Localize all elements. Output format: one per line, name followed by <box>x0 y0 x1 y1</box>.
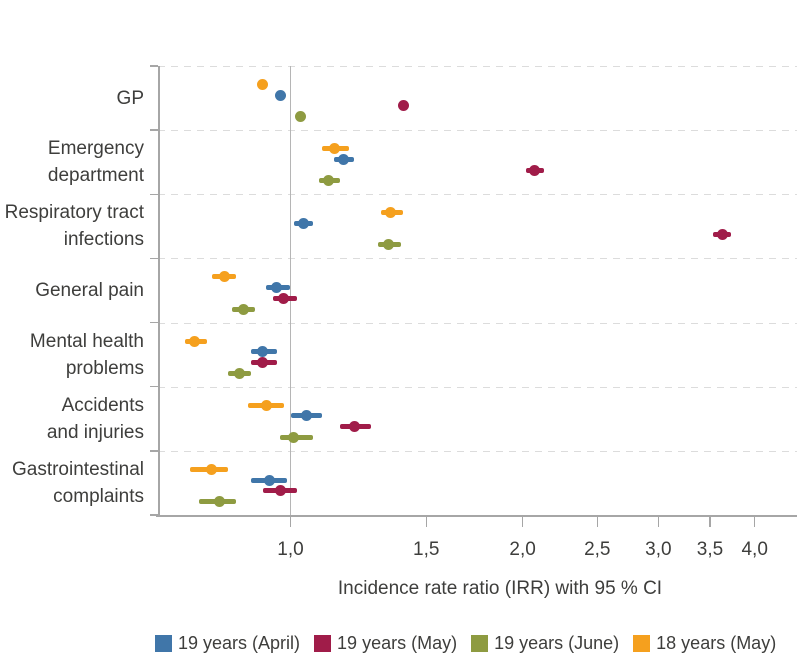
x-tick-label: 2,0 <box>509 539 536 560</box>
category-gridline <box>158 194 797 196</box>
data-point <box>274 89 286 101</box>
data-point <box>234 367 246 379</box>
y-axis-tick <box>150 193 158 196</box>
legend: 19 years (April) 19 years (May) 19 years (… <box>155 634 776 653</box>
data-point <box>257 346 269 358</box>
data-point <box>271 282 283 294</box>
data-point <box>214 495 226 507</box>
category-label-line: Emergency <box>47 138 144 160</box>
x-tick-label: 3,5 <box>696 539 724 560</box>
y-axis-tick <box>150 257 158 260</box>
legend-item: 19 years (June) <box>471 634 619 653</box>
x-axis <box>156 515 797 517</box>
data-point <box>301 410 313 422</box>
data-point <box>218 271 230 283</box>
y-axis <box>158 66 160 515</box>
category-label-line: Gastrointestinal <box>11 458 144 480</box>
x-axis-tick <box>521 516 524 527</box>
x-axis-title: Incidence rate ratio (IRR) with 95 % CI <box>337 578 663 599</box>
legend-label: 19 years (June) <box>494 633 620 653</box>
legend-swatch <box>314 635 332 652</box>
category-label: GP <box>0 66 144 130</box>
y-axis-tick <box>150 129 158 131</box>
x-axis-tick <box>753 516 756 527</box>
legend-swatch <box>471 635 489 652</box>
category-gridline <box>158 386 797 388</box>
legend-label: 19 years (May) <box>337 633 458 653</box>
category-label-line: and injuries <box>46 421 144 443</box>
category-label: Accidents and injuries <box>0 387 144 451</box>
legend-item: 18 years (May) <box>633 634 776 653</box>
legend-label: 18 years (May) <box>656 633 777 653</box>
data-point <box>382 239 394 251</box>
x-axis-tick <box>709 516 711 527</box>
category-gridline <box>158 66 797 67</box>
category-label-line: General pain <box>35 279 144 301</box>
category-label-line: Accidents <box>61 394 144 416</box>
category-label: Gastrointestinal complaints <box>0 451 144 515</box>
data-point <box>257 356 269 368</box>
legend-item: 19 years (April) <box>155 634 300 653</box>
category-label-line: Respiratory tract <box>4 202 144 224</box>
x-axis-tick <box>425 516 428 527</box>
data-point <box>385 207 397 219</box>
data-point <box>264 474 276 486</box>
data-point <box>716 228 728 240</box>
legend-label: 19 years (April) <box>178 633 301 653</box>
data-point <box>238 303 250 315</box>
y-axis-tick <box>150 514 158 516</box>
x-tick-label: 4,0 <box>741 539 768 560</box>
category-label-line: infections <box>63 229 144 251</box>
legend-swatch <box>155 635 172 652</box>
y-axis-tick <box>150 450 158 452</box>
legend-swatch <box>633 635 651 652</box>
x-tick-label: 3,0 <box>645 539 672 560</box>
data-point <box>278 292 290 304</box>
x-tick-label: 1,5 <box>413 539 440 560</box>
category-label-line: department <box>47 165 144 187</box>
data-point <box>322 175 334 187</box>
data-point <box>294 111 306 123</box>
y-axis-tick <box>150 385 158 388</box>
category-label: Emergency department <box>0 130 144 194</box>
category-label-line: complaints <box>53 485 144 507</box>
data-point <box>274 485 286 497</box>
category-gridline <box>158 130 797 132</box>
category-label: General pain <box>0 258 144 322</box>
category-label: Mental health problems <box>0 323 144 387</box>
data-point <box>257 79 269 90</box>
category-gridline <box>158 450 797 452</box>
reference-line <box>289 66 292 515</box>
category-label-line: problems <box>65 357 144 379</box>
y-axis-tick <box>150 65 158 67</box>
x-tick-label: 2,5 <box>584 539 611 560</box>
data-point <box>348 421 360 433</box>
category-gridline <box>158 322 797 324</box>
data-point <box>288 431 300 443</box>
data-point <box>298 217 310 229</box>
data-point <box>260 399 272 411</box>
category-label: Respiratory tract infections <box>0 194 144 258</box>
data-point <box>328 143 340 155</box>
y-axis-tick <box>150 321 158 324</box>
category-gridline <box>158 258 797 260</box>
legend-item: 19 years (May) <box>314 634 457 653</box>
data-point <box>188 335 200 347</box>
x-axis-tick <box>596 516 599 527</box>
data-point <box>206 463 218 475</box>
data-point <box>337 153 349 165</box>
data-point <box>528 164 540 176</box>
x-axis-tick <box>657 516 660 527</box>
data-point <box>397 100 409 112</box>
category-label-line: Mental health <box>29 330 144 352</box>
x-axis-tick <box>289 516 292 527</box>
category-label-line: GP <box>116 87 144 109</box>
x-tick-label: 1,0 <box>277 539 304 560</box>
